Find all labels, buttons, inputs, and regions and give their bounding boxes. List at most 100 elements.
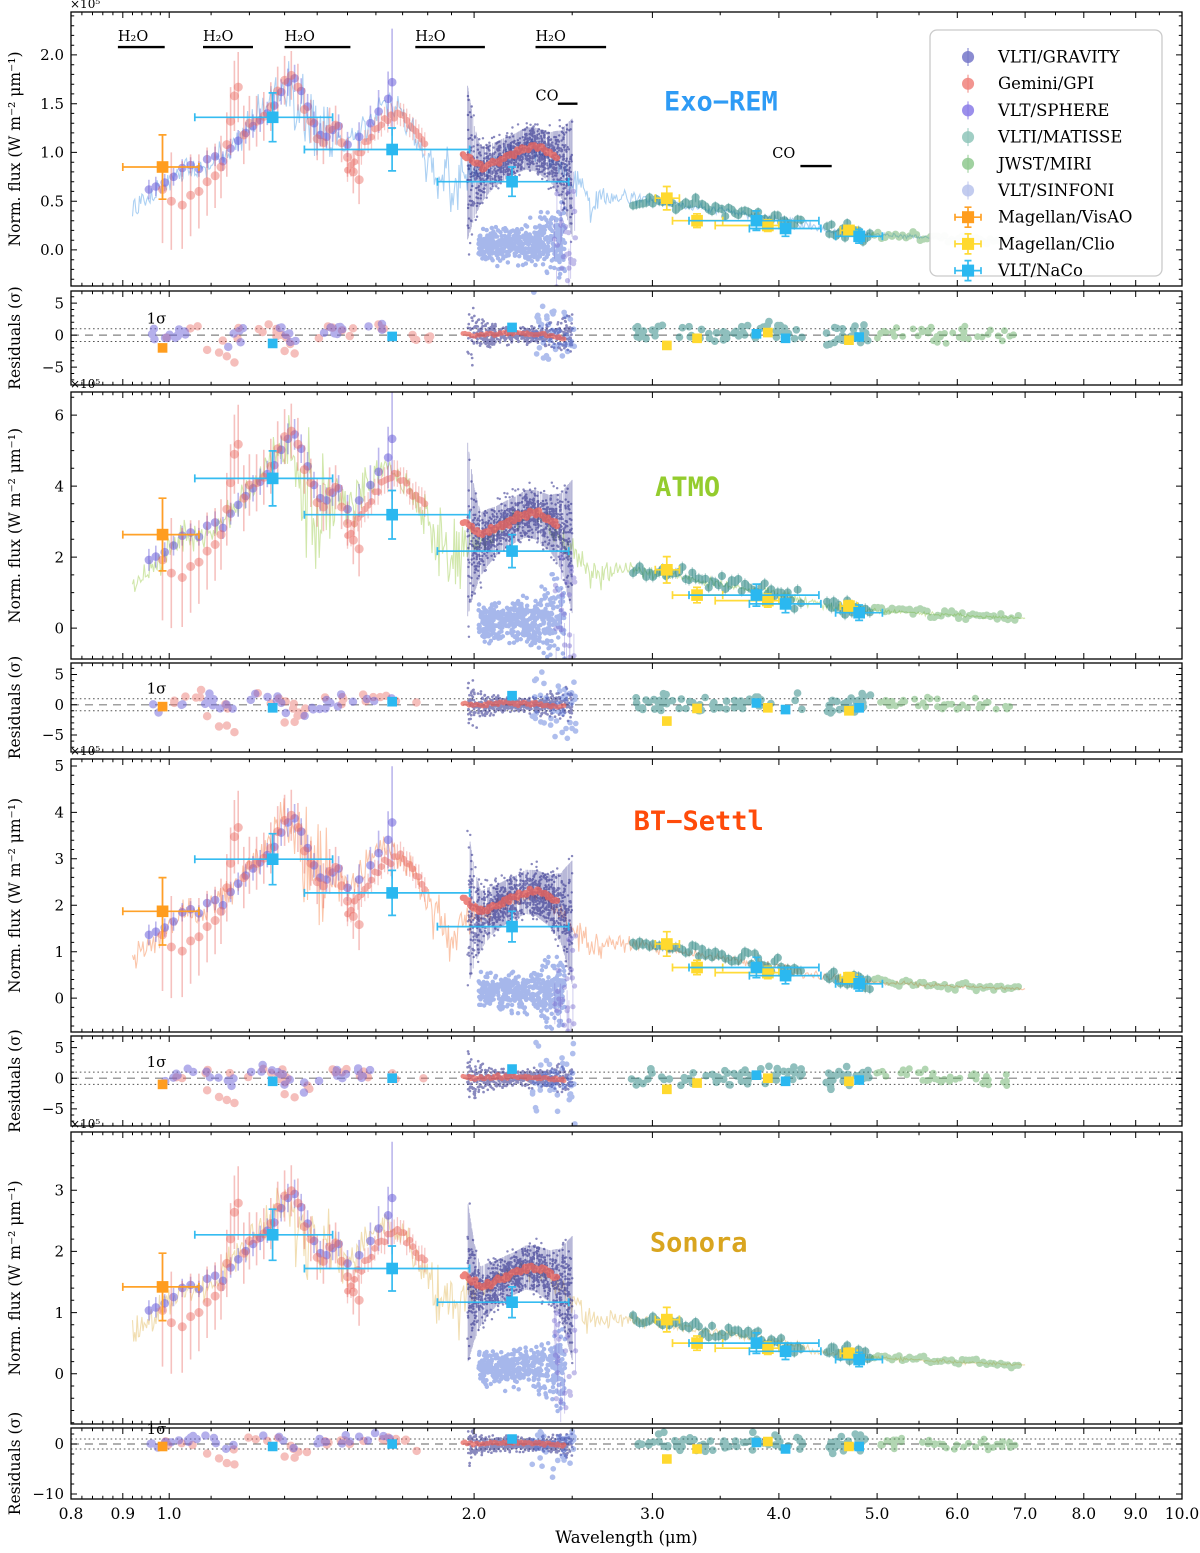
svg-text:H₂O: H₂O [415, 29, 445, 45]
svg-text:Magellan/Clio: Magellan/Clio [998, 234, 1115, 253]
residuals-axis-label: Residuals (σ) [6, 1412, 24, 1515]
legend-item: Gemini/GPI [962, 74, 1094, 93]
svg-text:Wavelength (μm): Wavelength (μm) [555, 1528, 697, 1547]
one-sigma-label: 1σ [147, 310, 167, 328]
svg-text:0: 0 [54, 1365, 64, 1383]
svg-text:Sonora: Sonora [650, 1228, 748, 1259]
svg-text:×10⁵: ×10⁵ [70, 0, 100, 11]
one-sigma-label: 1σ [147, 1053, 167, 1071]
svg-text:Residuals (σ): Residuals (σ) [6, 1412, 24, 1515]
legend-item: JWST/MIRI [962, 154, 1092, 173]
one-sigma-label: 1σ [147, 680, 167, 698]
flux-axis-label: Norm. flux (W m⁻² μm⁻¹) [6, 798, 24, 993]
svg-text:VLT/NaCo: VLT/NaCo [997, 261, 1083, 280]
legend: VLTI/GRAVITY Gemini/GPI VLT/SPHERE VLTI/MAT… [929, 29, 1163, 282]
svg-text:1σ: 1σ [147, 1420, 167, 1438]
svg-text:8.0: 8.0 [1071, 1505, 1096, 1523]
svg-text:Norm. flux (W m⁻² μm⁻¹): Norm. flux (W m⁻² μm⁻¹) [6, 798, 24, 993]
svg-text:3.0: 3.0 [640, 1505, 665, 1523]
svg-text:4.0: 4.0 [767, 1505, 792, 1523]
legend-item: VLTI/GRAVITY [962, 48, 1121, 67]
svg-text:6.0: 6.0 [945, 1505, 970, 1523]
svg-text:VLT/SPHERE: VLT/SPHERE [997, 101, 1109, 120]
svg-text:H₂O: H₂O [118, 29, 148, 45]
svg-text:VLT/SINFONI: VLT/SINFONI [997, 181, 1114, 200]
svg-text:Gemini/GPI: Gemini/GPI [998, 74, 1094, 93]
legend-item: VLTI/MATISSE [962, 128, 1122, 147]
panel-exo-rem: H₂O H₂O H₂O H₂O H₂O CO CO [117, 28, 1026, 286]
model-label-sonora: Sonora [650, 1228, 748, 1259]
svg-text:2: 2 [54, 548, 64, 566]
svg-text:1.5: 1.5 [40, 95, 64, 113]
svg-text:Exo−REM: Exo−REM [664, 87, 778, 118]
flux-axis-label: Norm. flux (W m⁻² μm⁻¹) [6, 1181, 24, 1376]
molecule-annotation: H₂O [203, 29, 233, 45]
svg-text:3: 3 [54, 850, 64, 868]
panel-bt-settl [121, 766, 1026, 1032]
panel-sonora [121, 1141, 1026, 1423]
svg-text:0: 0 [54, 696, 64, 714]
svg-text:0.9: 0.9 [110, 1505, 135, 1523]
residuals-bt-settl [71, 1039, 1182, 1126]
svg-text:4: 4 [54, 804, 64, 822]
svg-text:5: 5 [54, 757, 64, 775]
svg-text:7.0: 7.0 [1013, 1505, 1038, 1523]
svg-text:5: 5 [54, 666, 64, 684]
svg-text:Residuals (σ): Residuals (σ) [6, 656, 24, 759]
svg-text:Norm. flux (W m⁻² μm⁻¹): Norm. flux (W m⁻² μm⁻¹) [6, 428, 24, 623]
legend-item: Magellan/Clio [954, 233, 1115, 255]
svg-text:2.0: 2.0 [40, 46, 64, 64]
model-label-atmo: ATMO [655, 472, 720, 503]
svg-text:−5: −5 [42, 358, 64, 376]
svg-text:6: 6 [54, 406, 64, 424]
residuals-axis-label: Residuals (σ) [6, 1029, 24, 1132]
svg-text:1σ: 1σ [147, 1053, 167, 1071]
legend-item: VLT/NaCo [954, 259, 1083, 282]
residuals-axis-label: Residuals (σ) [6, 656, 24, 759]
svg-text:2: 2 [54, 897, 64, 915]
svg-text:0: 0 [54, 619, 64, 637]
svg-text:Residuals (σ): Residuals (σ) [6, 286, 24, 389]
svg-text:H₂O: H₂O [203, 29, 233, 45]
svg-text:Magellan/VisAO: Magellan/VisAO [998, 208, 1132, 227]
svg-text:CO: CO [536, 89, 559, 105]
svg-text:2: 2 [54, 1243, 64, 1261]
x-axis-label: Wavelength (μm) [555, 1528, 697, 1547]
svg-text:10.0: 10.0 [1165, 1505, 1200, 1523]
molecule-annotation: H₂O [415, 29, 445, 45]
svg-text:×10⁵: ×10⁵ [70, 1117, 100, 1131]
svg-text:1: 1 [54, 1304, 64, 1322]
svg-text:BT−Settl: BT−Settl [634, 806, 764, 837]
svg-text:0.8: 0.8 [59, 1505, 84, 1523]
svg-text:−5: −5 [42, 726, 64, 744]
molecule-annotation: H₂O [285, 29, 315, 45]
svg-text:ATMO: ATMO [655, 472, 720, 503]
svg-text:VLTI/MATISSE: VLTI/MATISSE [997, 128, 1122, 147]
legend-item: VLT/SPHERE [962, 101, 1109, 120]
molecule-annotation: H₂O [536, 29, 566, 45]
svg-text:0.5: 0.5 [40, 192, 64, 210]
svg-text:−5: −5 [42, 1100, 64, 1118]
svg-text:JWST/MIRI: JWST/MIRI [996, 154, 1092, 173]
legend-item: VLT/SINFONI [962, 181, 1114, 200]
svg-text:2.0: 2.0 [462, 1505, 487, 1523]
svg-text:0: 0 [54, 1069, 64, 1087]
svg-text:0: 0 [54, 989, 64, 1007]
svg-text:−10: −10 [32, 1485, 64, 1503]
svg-text:3: 3 [54, 1181, 64, 1199]
legend-item: Magellan/VisAO [954, 206, 1132, 229]
svg-text:0: 0 [54, 326, 64, 344]
svg-text:Norm. flux (W m⁻² μm⁻¹): Norm. flux (W m⁻² μm⁻¹) [6, 1181, 24, 1376]
one-sigma-label: 1σ [147, 1420, 167, 1438]
svg-text:×10⁵: ×10⁵ [70, 744, 100, 758]
svg-text:Residuals (σ): Residuals (σ) [6, 1029, 24, 1132]
residuals-axis-label: Residuals (σ) [6, 286, 24, 389]
residuals-exo-rem [71, 291, 1182, 367]
svg-text:VLTI/GRAVITY: VLTI/GRAVITY [997, 48, 1121, 67]
svg-text:H₂O: H₂O [536, 29, 566, 45]
svg-text:9.0: 9.0 [1123, 1505, 1148, 1523]
molecule-annotation: H₂O [118, 29, 148, 45]
svg-text:0: 0 [54, 1435, 64, 1453]
